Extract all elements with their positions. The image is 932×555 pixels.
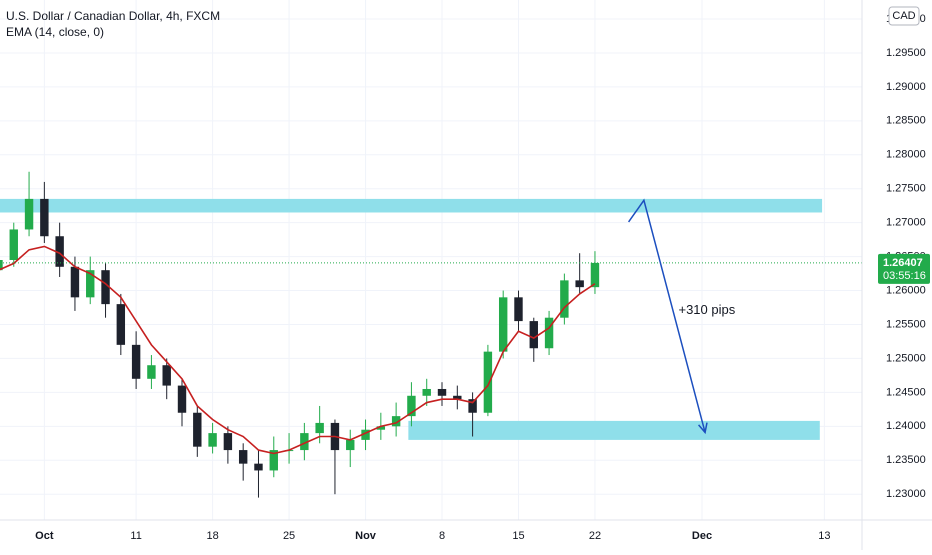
y-tick-label: 1.24000 — [886, 420, 926, 432]
candle-body — [300, 433, 309, 451]
x-tick-label: 11 — [130, 530, 141, 542]
currency-label[interactable]: CAD — [892, 10, 915, 22]
candle-body — [238, 450, 248, 464]
x-tick-label: 8 — [439, 530, 445, 542]
candle-body — [453, 395, 462, 400]
candle-body — [407, 395, 416, 417]
x-tick-label: 25 — [283, 530, 295, 542]
y-tick-label: 1.25000 — [886, 352, 926, 364]
x-tick-label: Nov — [355, 530, 377, 542]
zone — [408, 420, 820, 440]
candle-body — [24, 198, 34, 230]
candle-body — [391, 416, 401, 427]
y-tick-label: 1.28500 — [886, 115, 926, 127]
x-tick-label: Oct — [35, 530, 54, 542]
y-tick-label: 1.29500 — [886, 47, 926, 59]
candle-body — [116, 304, 126, 345]
chart-title: U.S. Dollar / Canadian Dollar, 4h, FXCM — [6, 9, 220, 23]
candle-body — [468, 399, 477, 413]
candle-body — [0, 260, 3, 271]
y-tick-label: 1.28000 — [886, 149, 926, 161]
candle-body — [361, 429, 370, 440]
x-tick-label: 22 — [589, 530, 601, 542]
candle-body — [9, 229, 18, 260]
candle-body — [208, 433, 217, 447]
x-tick-label: 18 — [206, 530, 218, 542]
x-tick-label: 13 — [818, 530, 830, 542]
candle-body — [529, 321, 538, 349]
arrow-line — [627, 198, 706, 433]
currency-button[interactable] — [888, 6, 920, 26]
last-price-label: 1.26407 — [883, 257, 923, 269]
candle-body — [346, 439, 355, 451]
candle-body — [193, 412, 202, 447]
zone — [0, 198, 823, 213]
y-tick-label: 1.27000 — [886, 217, 926, 229]
candle-body — [101, 270, 110, 305]
arrow-head — [698, 422, 708, 435]
candle-body — [498, 297, 508, 352]
candle-body — [70, 266, 80, 298]
candle-body — [575, 280, 584, 288]
candle-body — [131, 344, 141, 379]
candle-body — [223, 433, 233, 451]
y-tick-label: 1.23000 — [886, 488, 926, 500]
candle-body — [86, 270, 95, 298]
y-tick-label: 1.23500 — [886, 454, 926, 466]
annotation: +310 pips — [678, 302, 735, 317]
candle-body — [40, 198, 49, 237]
candle-body — [254, 463, 263, 471]
candle-body — [162, 365, 171, 386]
candle-body — [544, 317, 554, 349]
candle-body — [514, 297, 523, 322]
y-tick-label: 1.27500 — [886, 183, 926, 195]
x-tick-label: 15 — [512, 530, 524, 542]
candle-body — [376, 426, 386, 430]
ema-line — [0, 245, 596, 455]
candle-body — [315, 422, 324, 434]
last-price-box — [878, 253, 930, 284]
candle-body — [437, 388, 447, 396]
candle-body — [269, 450, 278, 471]
candle-body — [177, 385, 187, 413]
candle-body — [590, 262, 600, 288]
countdown-label: 03:55:16 — [883, 270, 926, 282]
y-tick-label: 1.29000 — [886, 81, 926, 93]
candle-body — [422, 388, 431, 396]
candle-body — [147, 365, 156, 379]
y-tick-label: 1.24500 — [886, 386, 926, 398]
candle-body — [483, 351, 493, 413]
candle-body — [560, 280, 569, 318]
y-tick-label: 1.25500 — [886, 318, 926, 330]
y-tick-label: 1.26000 — [886, 284, 926, 296]
x-tick-label: Dec — [692, 530, 712, 542]
indicator-label: EMA (14, close, 0) — [6, 25, 104, 39]
candle-body — [55, 236, 64, 267]
